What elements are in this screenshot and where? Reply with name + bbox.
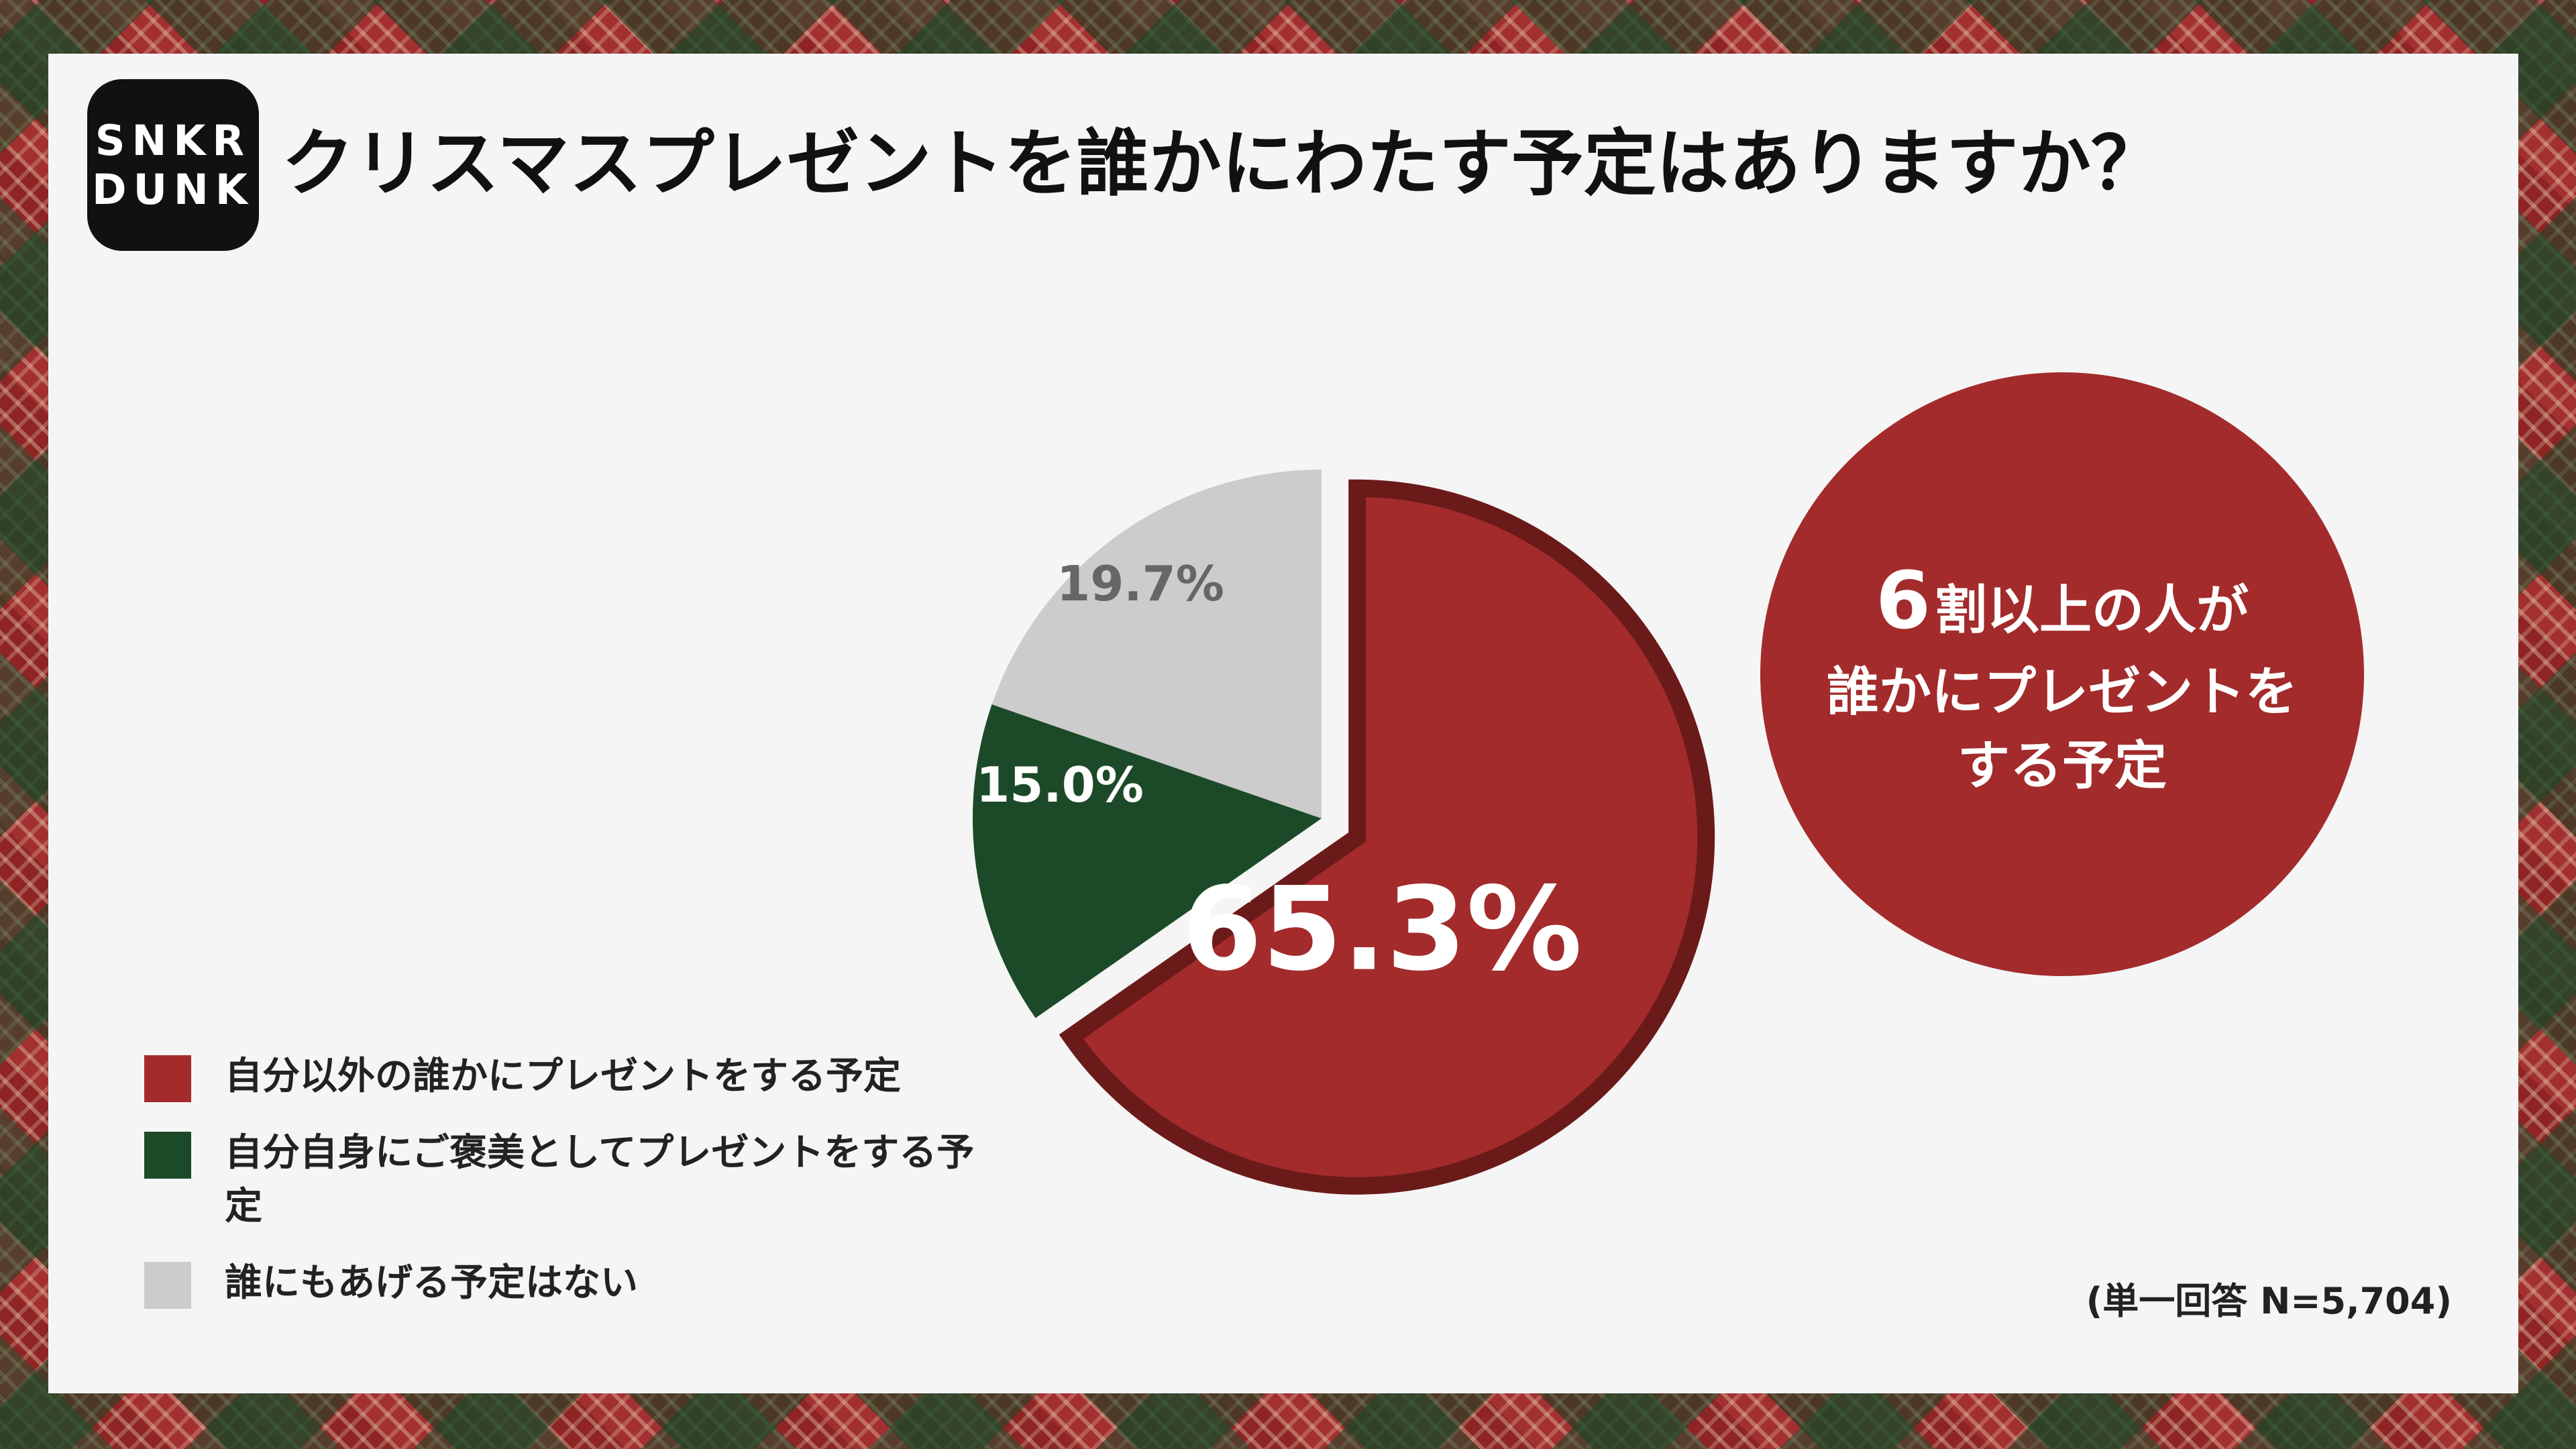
chart-legend: 自分以外の誰かにプレゼントをする予定 自分自身にご褒美としてプレゼントをする予定… [144,1050,1003,1333]
pie-slice-others [1059,479,1715,1195]
legend-label: 誰にもあげる予定はない [225,1261,638,1305]
legend-swatch-green [144,1132,191,1179]
chart-title: クリスマスプレゼントを誰かにわたす予定はありますか？ [282,122,2163,206]
pie-slice-self [973,704,1322,1018]
slice-label-none: 19.7% [1057,555,1224,612]
callout-line1: 割以上の人が [1935,580,2249,641]
legend-swatch-red [144,1055,191,1102]
logo-line2: DUNK [92,165,254,214]
slice-label-self: 15.0% [976,757,1144,813]
legend-label: 自分自身にご褒美としてプレゼントをする予定 [225,1131,975,1228]
slice-label-others: 65.3% [1181,861,1582,997]
callout-line3: する予定 [1957,735,2167,796]
sample-note: (単一回答 N=5,704) [2086,1280,2452,1322]
logo-line1: SNKR [95,115,252,165]
callout-number: 6 [1875,554,1931,647]
legend-item-none: 誰にもあげる予定はない [144,1256,1003,1310]
legend-swatch-grey [144,1262,191,1309]
snkrdunk-logo: SNKR DUNK [87,79,259,251]
pie-slice-none [991,470,1322,818]
callout-bubble: 6割以上の人が 誰かにプレゼントを する予定 [1760,372,2364,976]
legend-item-self: 自分自身にご褒美としてプレゼントをする予定 [144,1126,1003,1234]
legend-item-others: 自分以外の誰かにプレゼントをする予定 [144,1050,1003,1104]
legend-label: 自分以外の誰かにプレゼントをする予定 [225,1055,901,1098]
callout-line2: 誰かにプレゼントを [1826,662,2298,723]
